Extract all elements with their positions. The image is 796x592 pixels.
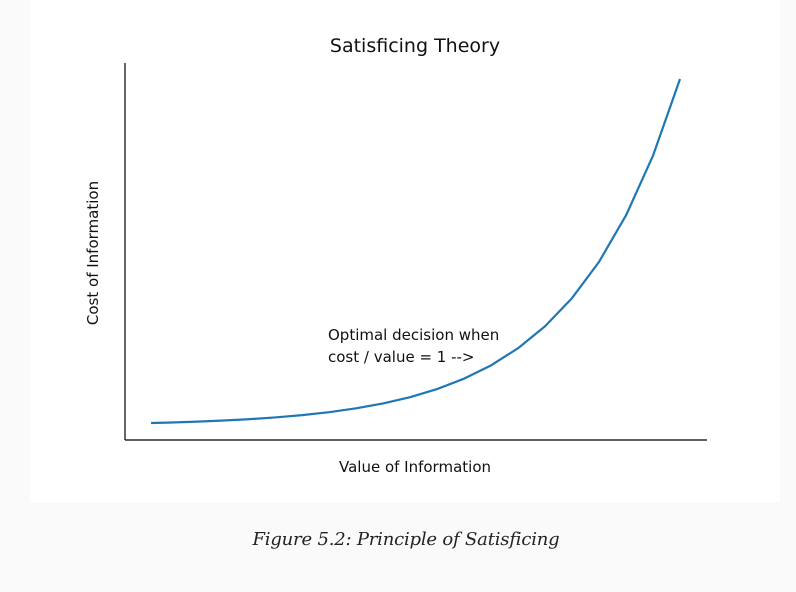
x-axis-label: Value of Information xyxy=(339,458,491,476)
chart: Satisficing Theory Value of Information … xyxy=(84,35,707,476)
figure-panel xyxy=(30,0,780,502)
series-line xyxy=(150,78,682,425)
annotation-line-1: Optimal decision when xyxy=(328,326,499,344)
y-axis-label: Cost of Information xyxy=(84,181,102,325)
chart-title: Satisficing Theory xyxy=(330,35,500,57)
annotation-line-2: cost / value = 1 --> xyxy=(328,348,475,366)
figure-caption: Figure 5.2: Principle of Satisficing xyxy=(252,529,560,550)
plot-area xyxy=(150,78,682,425)
